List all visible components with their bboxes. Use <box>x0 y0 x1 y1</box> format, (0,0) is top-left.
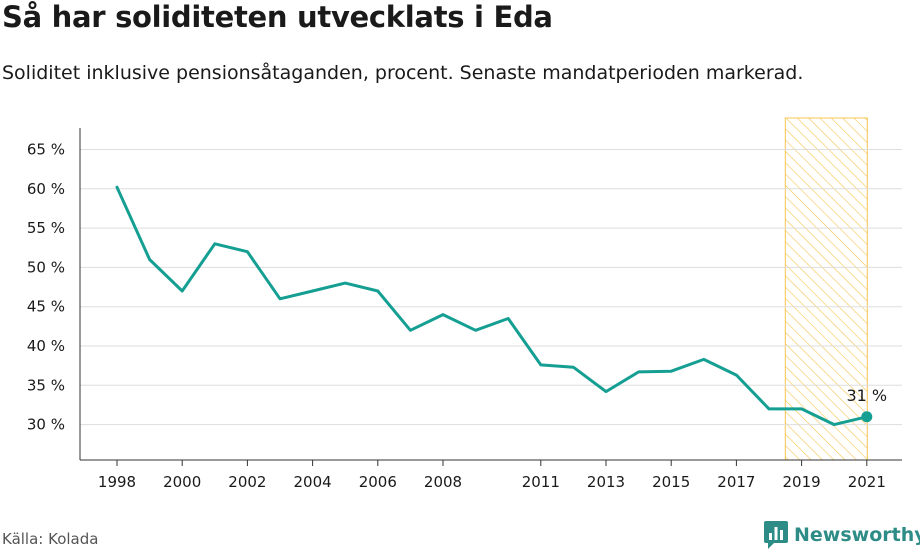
x-tick-label: 1998 <box>98 473 136 491</box>
y-tick-label: 45 % <box>27 298 65 316</box>
source-note: Källa: Kolada <box>2 530 99 548</box>
y-tick-label: 30 % <box>27 416 65 434</box>
end-value-label: 31 % <box>846 386 887 405</box>
x-tick-label: 2017 <box>717 473 755 491</box>
newsworthy-icon <box>764 521 788 549</box>
chart-subtitle: Soliditet inklusive pensionsåtaganden, p… <box>2 62 804 84</box>
y-tick-label: 55 % <box>27 219 65 237</box>
brand-name: Newsworthy <box>794 524 920 546</box>
x-tick-label: 2021 <box>848 473 886 491</box>
highlight-period <box>784 117 868 461</box>
x-tick-label: 2000 <box>163 473 201 491</box>
y-tick-label: 50 % <box>27 258 65 276</box>
y-tick-label: 35 % <box>27 376 65 394</box>
x-tick-label: 2002 <box>228 473 266 491</box>
series-line <box>115 185 869 427</box>
brand-logo: Newsworthy <box>764 520 920 550</box>
x-tick-label: 2013 <box>587 473 625 491</box>
x-tick-label: 2004 <box>294 473 332 491</box>
x-tick-label: 2011 <box>522 473 560 491</box>
y-tick-label: 65 % <box>27 140 65 158</box>
y-tick-label: 40 % <box>27 337 65 355</box>
x-tick-label: 2006 <box>359 473 397 491</box>
y-tick-label: 60 % <box>27 180 65 198</box>
x-tick-label: 2008 <box>424 473 462 491</box>
chart-title: Så har soliditeten utvecklats i Eda <box>2 0 553 34</box>
x-tick-label: 2015 <box>652 473 690 491</box>
x-tick-label: 2019 <box>783 473 821 491</box>
end-point-marker <box>861 411 873 423</box>
